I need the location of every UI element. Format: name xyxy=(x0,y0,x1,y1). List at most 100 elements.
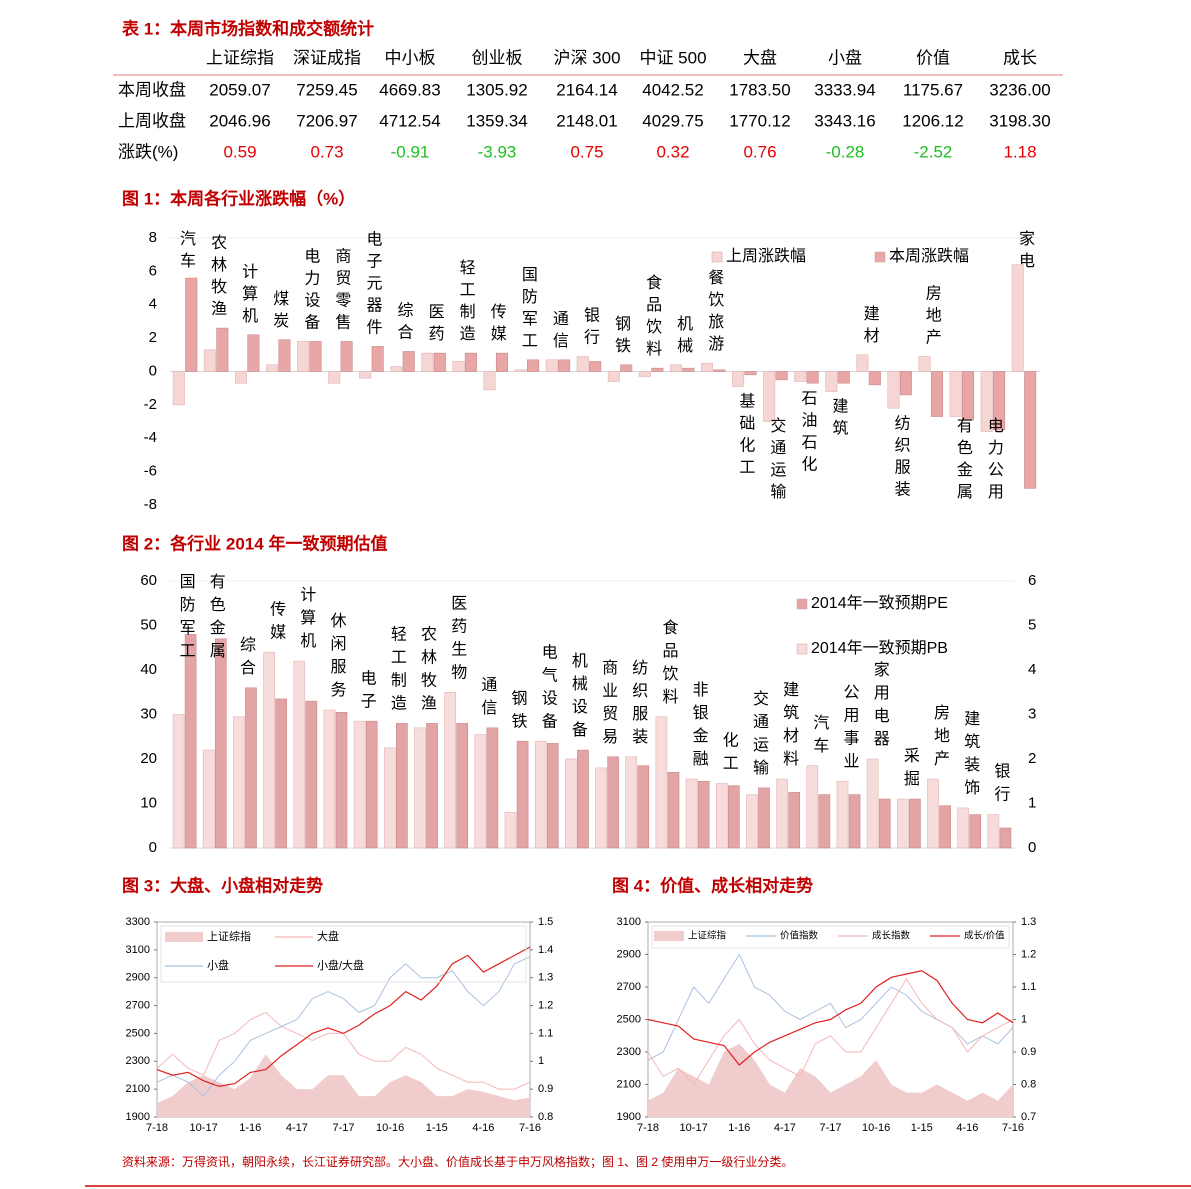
legend-swatch xyxy=(165,932,203,942)
bar xyxy=(483,371,496,391)
category-label: 银行 xyxy=(581,306,600,350)
y-tick-label: 50 xyxy=(140,616,157,633)
y2-tick-label: 3 xyxy=(1028,705,1036,722)
y2-tick-label: 1 xyxy=(1028,794,1036,811)
category-label: 建筑材料 xyxy=(780,681,799,773)
bar xyxy=(980,371,993,432)
y-tick-label: -4 xyxy=(144,429,157,446)
bar xyxy=(433,352,446,372)
bar xyxy=(514,369,527,372)
table-cell: 4669.83 xyxy=(379,80,440,99)
y2-tick-label: 1.1 xyxy=(538,1027,553,1039)
x-tick-label: 1-15 xyxy=(911,1122,933,1134)
category-label: 家电 xyxy=(1016,230,1035,274)
y-tick-label: 0 xyxy=(149,362,157,379)
bar xyxy=(607,756,619,849)
bar xyxy=(335,711,348,849)
x-tick-label: 7-17 xyxy=(332,1122,354,1134)
column-header: 上证综指 xyxy=(206,48,274,67)
y-tick-label: 2500 xyxy=(617,1013,641,1025)
bar xyxy=(744,371,757,376)
table-cell: -3.93 xyxy=(478,142,517,161)
category-label: 基础化工 xyxy=(736,393,755,481)
x-tick-label: 4-17 xyxy=(286,1122,308,1134)
bar xyxy=(697,780,710,849)
category-label: 建材 xyxy=(861,305,880,349)
bar xyxy=(305,700,318,849)
bar xyxy=(651,367,664,372)
category-label: 计算机 xyxy=(239,263,258,329)
column-header: 深证成指 xyxy=(293,48,361,67)
bar xyxy=(247,334,260,372)
table-cell: 2059.07 xyxy=(209,80,270,99)
bar xyxy=(848,794,861,849)
x-tick-label: 7-18 xyxy=(637,1122,659,1134)
source-note: 资料来源：万得资讯，朝阳永续，长江证券研究部。大小盘、价值成长基于申万风格指数；… xyxy=(122,1154,793,1169)
bar xyxy=(474,734,487,849)
bar xyxy=(233,716,245,849)
x-tick-label: 1-16 xyxy=(239,1122,261,1134)
category-label: 非银金融 xyxy=(690,681,709,773)
bar xyxy=(701,362,714,372)
table-cell: 4042.52 xyxy=(642,80,703,99)
column-header: 创业板 xyxy=(472,48,523,67)
bar xyxy=(359,371,372,379)
bar xyxy=(837,371,850,384)
table-cell: 7259.45 xyxy=(296,80,357,99)
category-label: 石油石化 xyxy=(798,389,817,477)
bar xyxy=(667,772,680,849)
table-cell: -0.28 xyxy=(826,142,865,161)
category-label: 银行 xyxy=(991,763,1010,809)
category-label: 电子 xyxy=(358,669,377,715)
bar xyxy=(589,361,602,372)
y2-tick-label: 1 xyxy=(1021,1013,1027,1025)
category-label: 公用事业 xyxy=(841,683,860,775)
line xyxy=(647,977,1014,1086)
bar xyxy=(776,778,788,849)
bar xyxy=(806,765,819,849)
bar xyxy=(607,371,620,382)
bar xyxy=(172,371,185,406)
bar xyxy=(390,366,403,372)
bar xyxy=(962,371,975,421)
bar xyxy=(340,341,353,372)
x-tick-label: 10-17 xyxy=(680,1122,708,1134)
bar xyxy=(452,361,465,372)
bar xyxy=(878,798,891,849)
category-label: 综合 xyxy=(237,636,256,682)
bar xyxy=(414,727,426,849)
y-tick-label: 2900 xyxy=(617,948,641,960)
table-cell: 4712.54 xyxy=(379,111,440,130)
category-label: 房地产 xyxy=(931,704,950,773)
x-tick-label: 10-16 xyxy=(862,1122,890,1134)
category-label: 综合 xyxy=(395,301,414,345)
bar xyxy=(504,812,517,849)
bar xyxy=(444,691,456,849)
table-cell: 1.18 xyxy=(1003,142,1036,161)
y2-tick-label: 1.3 xyxy=(1021,916,1036,928)
legend-label: 上证综指 xyxy=(688,930,727,942)
legend-swatch xyxy=(874,251,886,263)
bar xyxy=(637,765,650,849)
category-label: 传媒 xyxy=(488,303,507,347)
bar xyxy=(794,371,807,382)
category-label: 商业贸易 xyxy=(599,659,618,751)
x-tick-label: 1-15 xyxy=(426,1122,448,1134)
y-tick-label: 3300 xyxy=(126,916,150,928)
category-label: 有色金属 xyxy=(207,573,226,665)
category-label: 电气设备 xyxy=(539,643,558,735)
category-label: 电力设备 xyxy=(301,247,320,335)
y-tick-label: 1900 xyxy=(617,1111,641,1123)
bar xyxy=(558,359,571,372)
y2-tick-label: 5 xyxy=(1028,616,1036,633)
category-label: 化工 xyxy=(720,731,739,777)
y2-tick-label: 2 xyxy=(1028,750,1036,767)
y2-tick-label: 0.8 xyxy=(538,1111,553,1123)
bar xyxy=(534,740,547,849)
y-tick-label: 3100 xyxy=(617,916,641,928)
bar xyxy=(278,339,291,372)
legend-label: 上周涨跌幅 xyxy=(726,247,806,265)
bar xyxy=(987,814,1000,849)
legend-swatch xyxy=(711,251,723,263)
table-cell: 3236.00 xyxy=(989,80,1050,99)
